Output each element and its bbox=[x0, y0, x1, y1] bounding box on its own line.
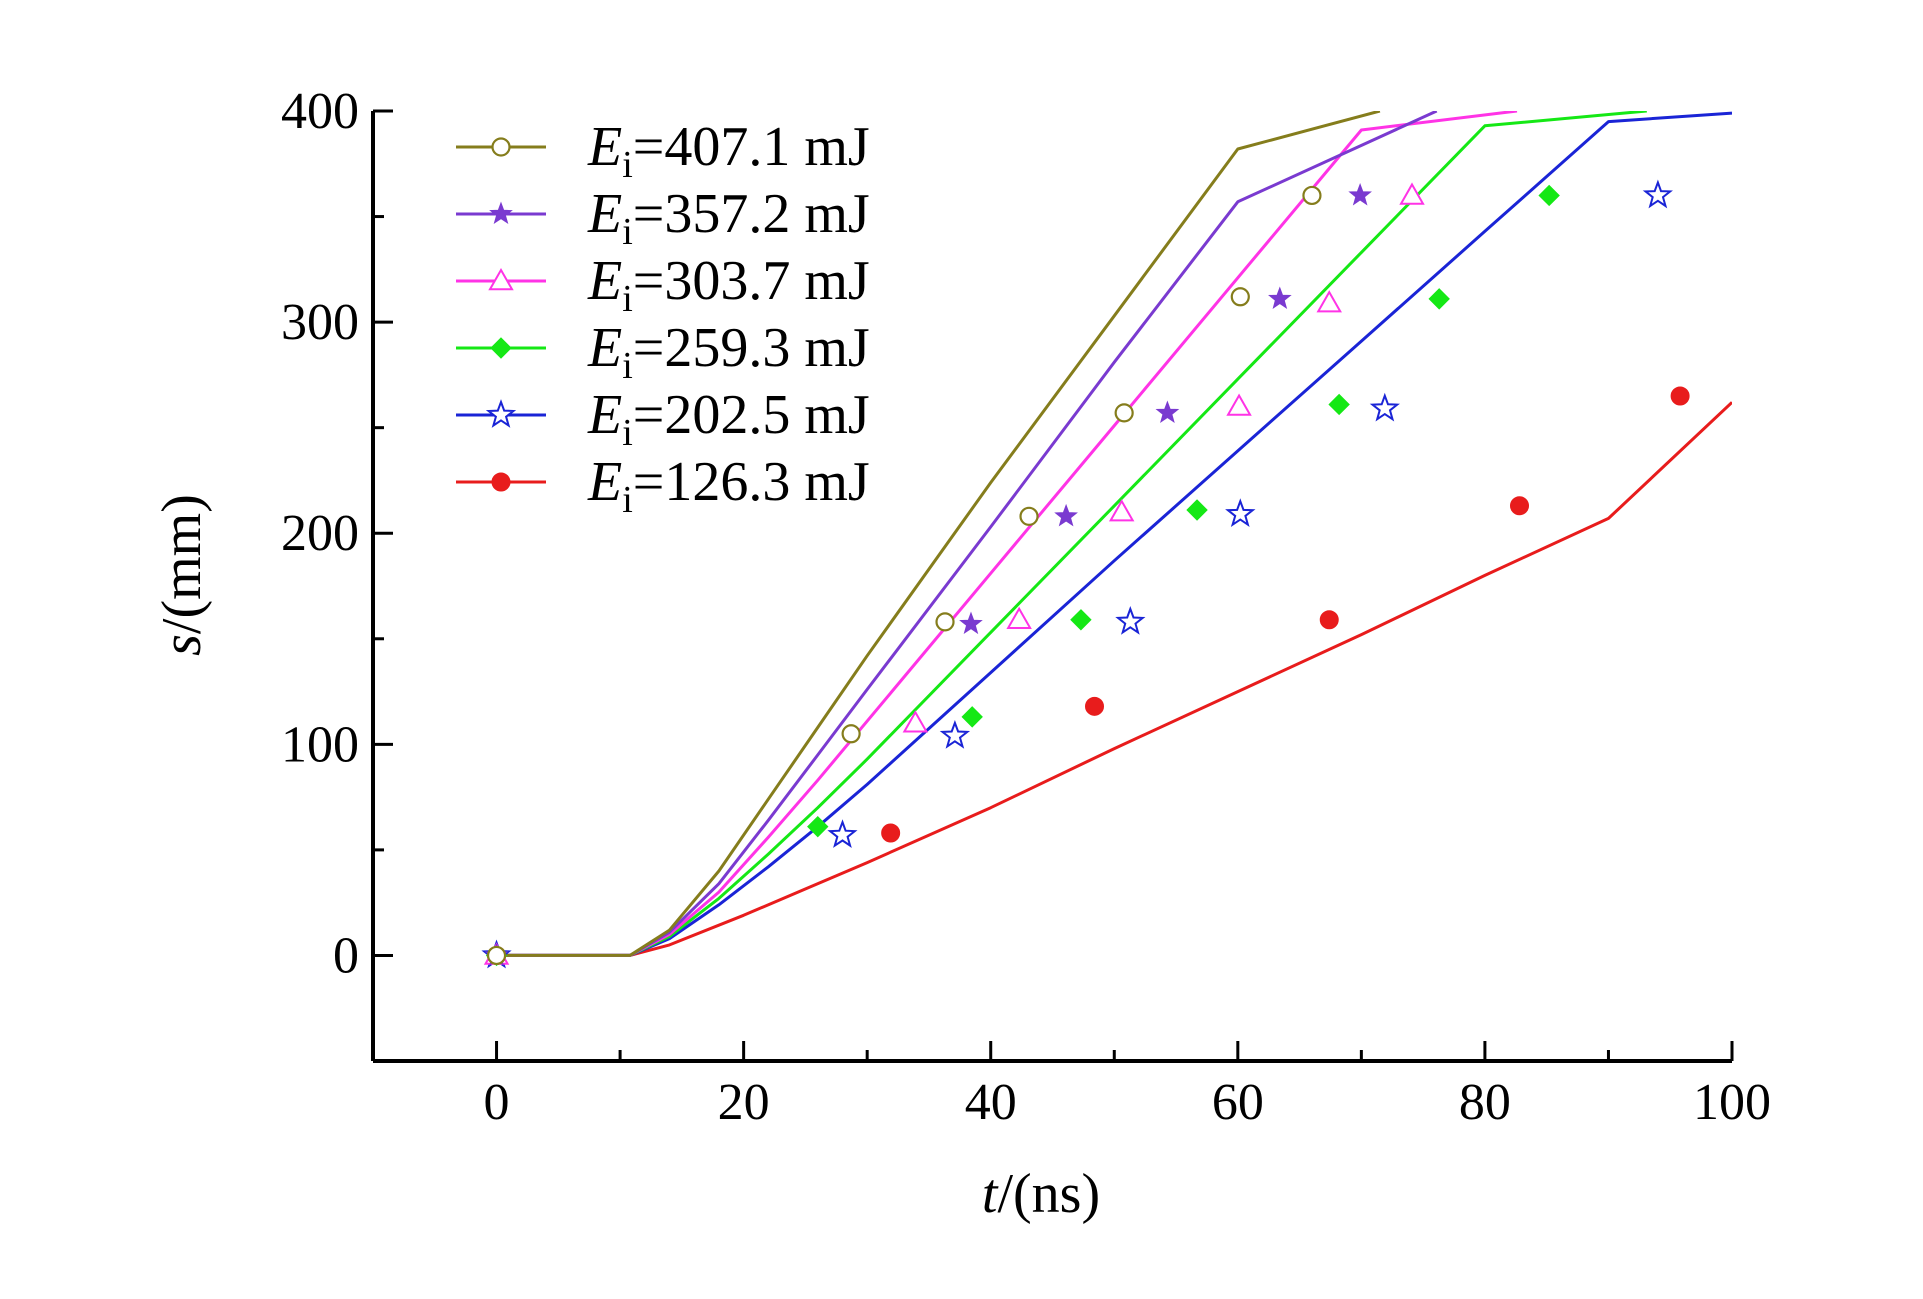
fit-line bbox=[496, 111, 1732, 957]
x-tick-label: 20 bbox=[718, 1074, 770, 1131]
fit-line bbox=[496, 111, 1647, 957]
y-axis-symbol: s bbox=[151, 634, 213, 656]
axes: 0 20 40 60 80 100 0 100 200 300 400 bbox=[281, 83, 1771, 1131]
legend-label: Ei=202.5 mJ bbox=[587, 384, 870, 454]
x-tick-label: 100 bbox=[1693, 1074, 1771, 1131]
legend-subscript: i bbox=[622, 479, 633, 521]
legend-marker bbox=[491, 472, 511, 492]
y-tick-label: 200 bbox=[281, 505, 359, 562]
data-point bbox=[902, 710, 929, 733]
legend-subscript: i bbox=[622, 278, 633, 320]
legend-marker bbox=[489, 201, 513, 225]
data-point bbox=[1399, 182, 1425, 205]
legend-subscript: i bbox=[622, 412, 633, 454]
data-point bbox=[1085, 696, 1105, 716]
data-point bbox=[1054, 503, 1078, 527]
y-tick-label: 100 bbox=[281, 716, 359, 773]
data-point bbox=[1316, 290, 1342, 313]
data-point bbox=[1115, 605, 1146, 635]
legend-label: Ei=259.3 mJ bbox=[587, 317, 870, 387]
data-point bbox=[1302, 185, 1322, 206]
legend-symbol: E bbox=[587, 116, 622, 178]
legend-marker bbox=[488, 267, 514, 291]
legend-subscript: i bbox=[622, 211, 633, 253]
data-point bbox=[959, 611, 983, 635]
x-axis-symbol: t bbox=[982, 1163, 999, 1225]
data-point bbox=[1186, 499, 1208, 521]
x-tick-label: 80 bbox=[1459, 1074, 1511, 1131]
data-point bbox=[935, 612, 955, 632]
data-point bbox=[1670, 386, 1690, 406]
fit-line bbox=[496, 111, 1381, 957]
data-point bbox=[1070, 609, 1092, 631]
legend-value: =303.7 mJ bbox=[633, 250, 870, 312]
legend-label: Ei=407.1 mJ bbox=[587, 116, 870, 186]
data-point bbox=[1369, 392, 1400, 422]
legend-value: =126.3 mJ bbox=[633, 451, 870, 513]
legend-symbol: E bbox=[587, 384, 622, 446]
legend-value: =202.5 mJ bbox=[633, 384, 870, 446]
legend-value: =259.3 mJ bbox=[633, 317, 870, 379]
x-axis-title: t/(ns) bbox=[982, 1163, 1100, 1225]
data-point bbox=[486, 945, 507, 966]
x-tick-label: 40 bbox=[965, 1074, 1017, 1131]
data-point bbox=[1319, 610, 1339, 630]
data-point bbox=[1226, 393, 1252, 416]
fit-line bbox=[496, 111, 1518, 957]
data-point bbox=[1510, 496, 1530, 516]
legend-subscript: i bbox=[622, 144, 633, 186]
data-point bbox=[1225, 498, 1256, 528]
y-axis-title: s/(mm) bbox=[151, 494, 213, 656]
y-axis-unit: /(mm) bbox=[151, 494, 213, 634]
y-tick-label: 300 bbox=[281, 294, 359, 351]
legend-symbol: E bbox=[587, 451, 622, 513]
data-point bbox=[1019, 506, 1039, 526]
legend-symbol: E bbox=[587, 317, 622, 379]
data-point bbox=[807, 815, 829, 838]
fit-line bbox=[496, 401, 1732, 957]
legend-subscript: i bbox=[622, 345, 633, 387]
legend-label: Ei=303.7 mJ bbox=[587, 250, 870, 320]
legend-label: Ei=357.2 mJ bbox=[587, 183, 870, 253]
data-point bbox=[1328, 393, 1350, 416]
data-point bbox=[1538, 184, 1560, 207]
legend-symbol: E bbox=[587, 250, 622, 312]
data-point bbox=[1642, 179, 1673, 209]
data-point bbox=[1268, 286, 1292, 309]
data-point bbox=[1230, 287, 1250, 307]
y-tick-label: 400 bbox=[281, 83, 359, 140]
data-point bbox=[1348, 182, 1372, 206]
data-point bbox=[1006, 606, 1032, 630]
legend-value: =357.2 mJ bbox=[633, 183, 870, 245]
legend-marker bbox=[485, 399, 517, 428]
data-markers bbox=[481, 179, 1690, 969]
legend-value: =407.1 mJ bbox=[633, 116, 870, 178]
fit-lines bbox=[496, 111, 1732, 957]
legend-symbol: E bbox=[587, 183, 622, 245]
legend-marker bbox=[491, 137, 511, 157]
data-point bbox=[1428, 288, 1450, 310]
x-axis-unit: /(ns) bbox=[997, 1163, 1100, 1225]
y-tick-label: 0 bbox=[333, 927, 359, 984]
data-point bbox=[1108, 499, 1135, 522]
data-point bbox=[1114, 403, 1134, 423]
data-point bbox=[881, 823, 901, 843]
x-tick-label: 0 bbox=[484, 1074, 510, 1131]
legend-marker bbox=[490, 337, 512, 359]
data-point bbox=[827, 819, 858, 848]
x-tick-label: 60 bbox=[1212, 1074, 1264, 1131]
legend-label: Ei=126.3 mJ bbox=[587, 451, 870, 521]
data-point bbox=[1155, 400, 1180, 423]
data-point bbox=[961, 706, 983, 728]
data-point bbox=[841, 724, 861, 744]
data-point bbox=[939, 720, 971, 749]
